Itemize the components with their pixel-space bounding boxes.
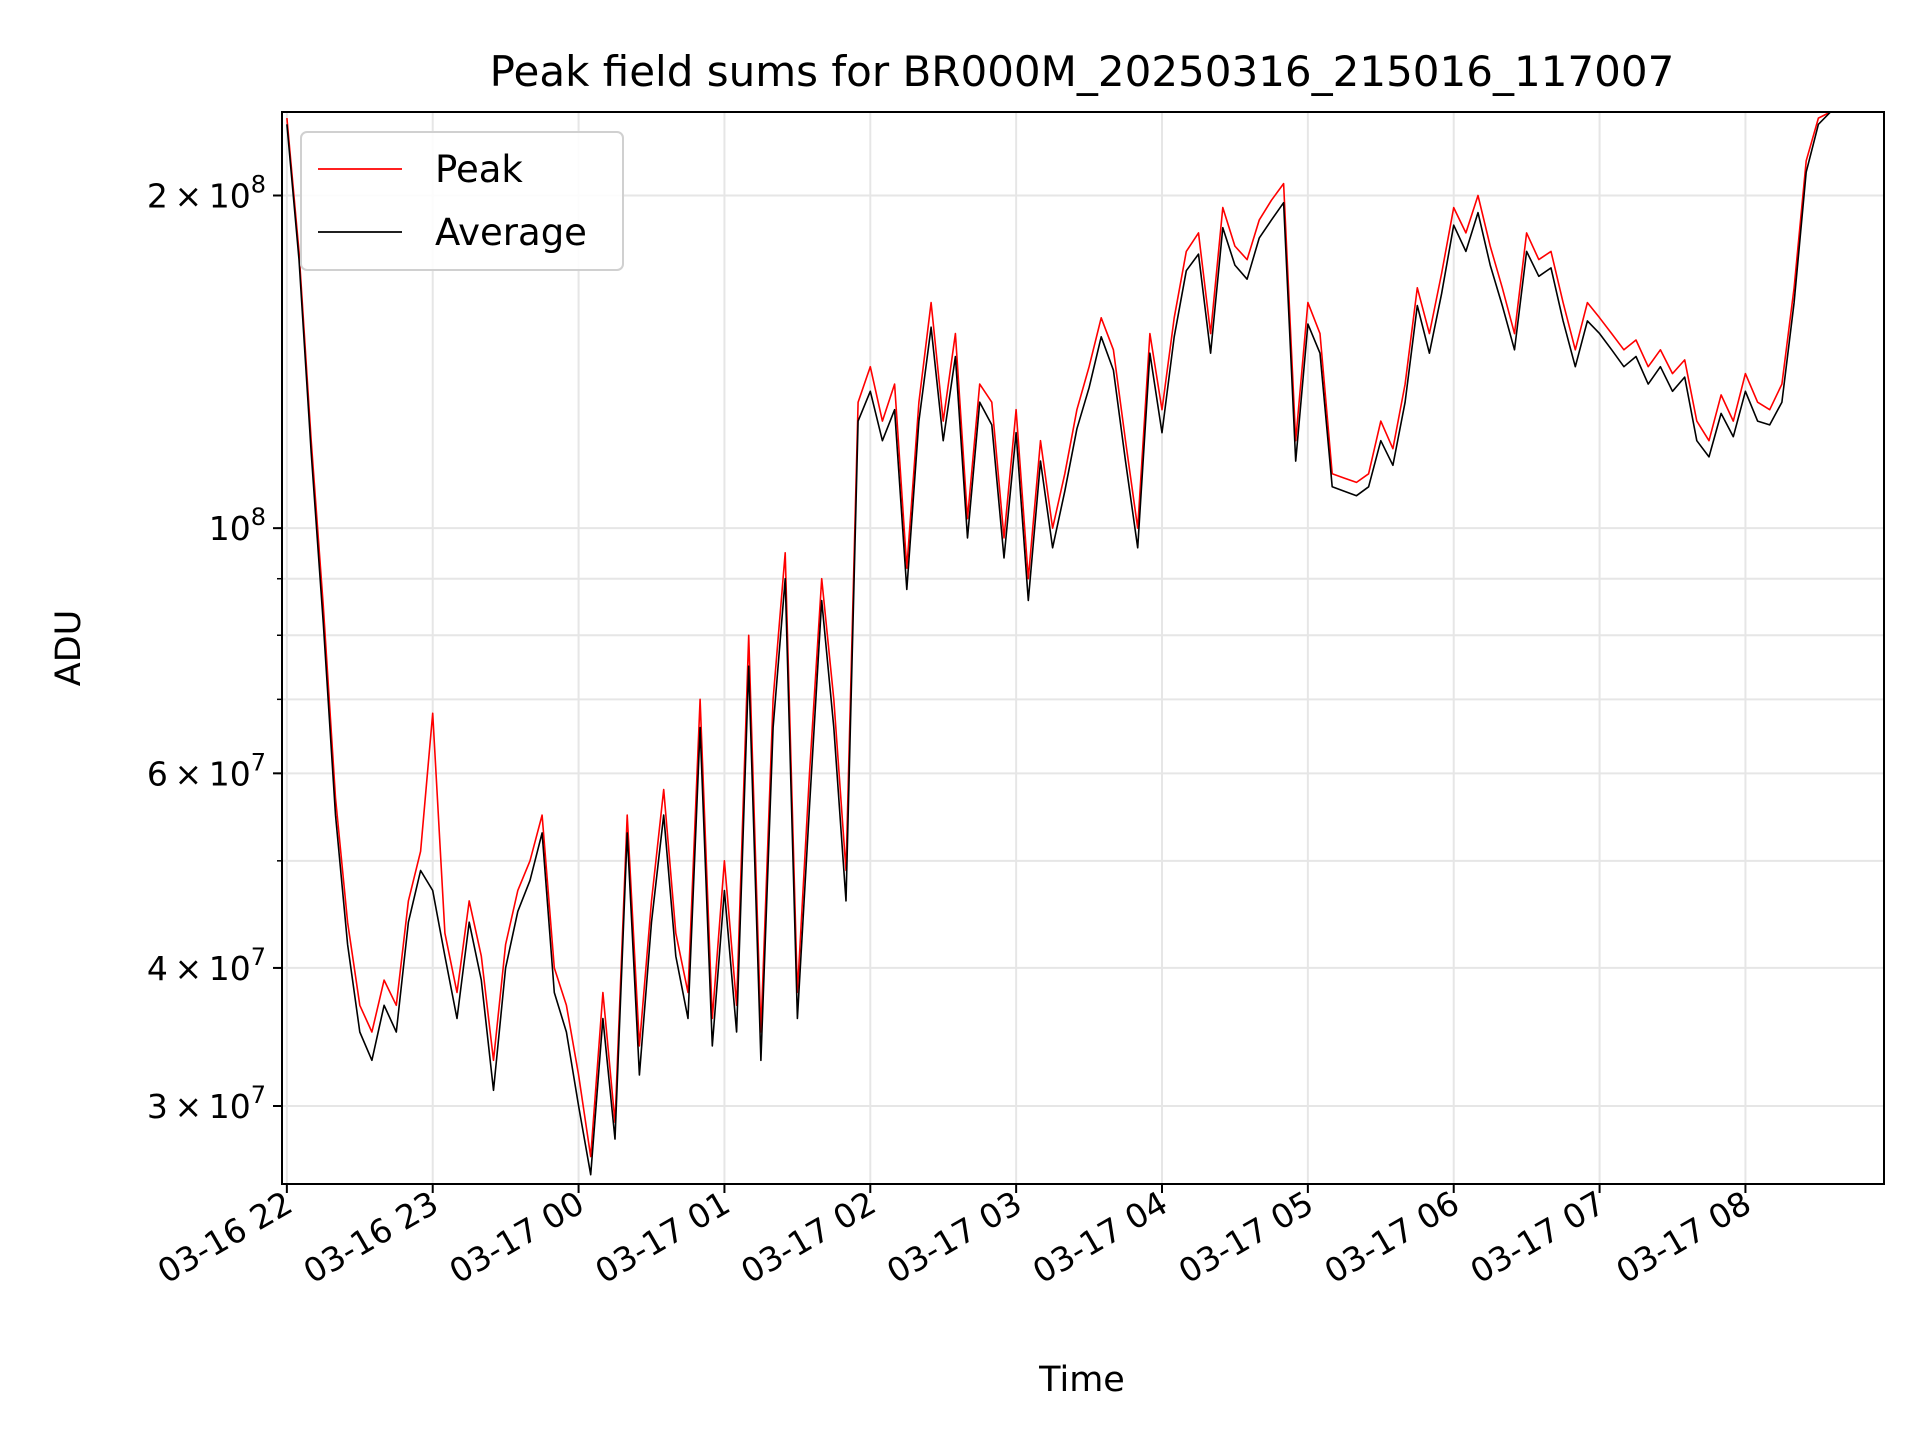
y-tick-label: 4 × 107 xyxy=(147,943,266,988)
y-tick-label: 108 xyxy=(209,503,266,548)
grid xyxy=(282,112,1884,1184)
legend-box xyxy=(300,131,624,271)
chart-title: Peak field sums for BR000M_20250316_2150… xyxy=(490,47,1675,96)
series-line-average xyxy=(286,111,1832,1176)
y-axis-title: ADU xyxy=(49,610,89,687)
y-tick-label: 6 × 107 xyxy=(147,748,266,793)
legend: Peak Average xyxy=(300,131,624,271)
plot-frame xyxy=(281,111,1885,1185)
y-axis: 2 × 108 108 6 × 107 4 × 107 3 × 107 xyxy=(147,170,282,1126)
y-tick-label: 3 × 107 xyxy=(147,1081,266,1126)
series-line-peak xyxy=(286,111,1831,1158)
x-axis-title: Time xyxy=(1038,1360,1125,1400)
series-lines xyxy=(286,111,1832,1176)
y-tick-label: 2 × 108 xyxy=(147,170,266,215)
legend-label-peak: Peak xyxy=(435,148,523,191)
legend-label-average: Average xyxy=(435,211,587,254)
